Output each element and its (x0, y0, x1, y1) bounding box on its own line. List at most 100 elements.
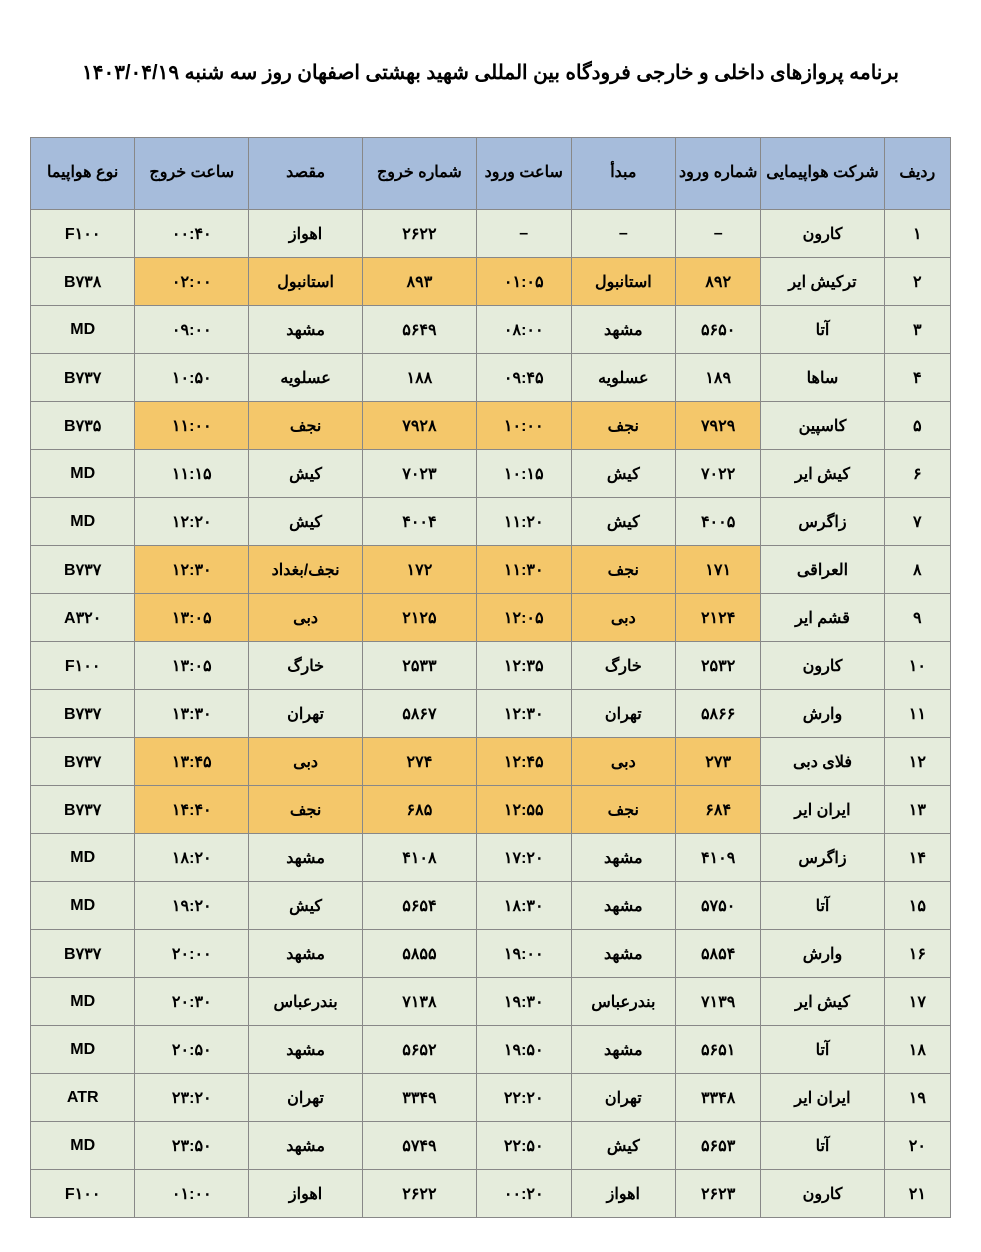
cell-arrival-time: ۱۲:۳۰ (476, 690, 571, 738)
cell-arrival-time: ۱۹:۰۰ (476, 930, 571, 978)
flight-schedule-table: ردیف شرکت هواپیمایی شماره ورود مبدأ ساعت… (30, 137, 951, 1218)
table-row: ۱کارون–––۲۶۲۲اهواز۰۰:۴۰F۱۰۰ (31, 210, 951, 258)
cell-origin: استانبول (571, 258, 675, 306)
cell-departure-number: ۱۸۸ (363, 354, 477, 402)
cell-departure-time: ۱۸:۲۰ (135, 834, 249, 882)
cell-destination: تهران (249, 690, 363, 738)
cell-origin: نجف (571, 786, 675, 834)
th-origin: مبدأ (571, 138, 675, 210)
cell-row-number: ۱۳ (884, 786, 950, 834)
cell-aircraft: ATR (31, 1074, 135, 1122)
cell-airline: ایران ایر (761, 786, 884, 834)
cell-departure-time: ۲۰:۰۰ (135, 930, 249, 978)
cell-airline: قشم ایر (761, 594, 884, 642)
table-row: ۱۰کارون۲۵۳۲خارگ۱۲:۳۵۲۵۳۳خارگ۱۳:۰۵F۱۰۰ (31, 642, 951, 690)
cell-aircraft: F۱۰۰ (31, 642, 135, 690)
cell-aircraft: B۷۳۷ (31, 354, 135, 402)
cell-airline: آتا (761, 306, 884, 354)
cell-airline: آتا (761, 1122, 884, 1170)
cell-departure-time: ۱۱:۰۰ (135, 402, 249, 450)
cell-aircraft: MD (31, 1026, 135, 1074)
cell-departure-number: ۶۸۵ (363, 786, 477, 834)
cell-arrival-number: ۲۶۲۳ (675, 1170, 760, 1218)
cell-departure-time: ۱۲:۳۰ (135, 546, 249, 594)
cell-arrival-time: ۲۲:۵۰ (476, 1122, 571, 1170)
cell-departure-time: ۱۹:۲۰ (135, 882, 249, 930)
th-aircraft: نوع هواپیما (31, 138, 135, 210)
th-arrival-time: ساعت ورود (476, 138, 571, 210)
cell-arrival-time: – (476, 210, 571, 258)
cell-aircraft: B۷۳۵ (31, 402, 135, 450)
table-header-row: ردیف شرکت هواپیمایی شماره ورود مبدأ ساعت… (31, 138, 951, 210)
cell-arrival-time: ۱۹:۳۰ (476, 978, 571, 1026)
cell-destination: اهواز (249, 210, 363, 258)
cell-origin: مشهد (571, 834, 675, 882)
cell-destination: استانبول (249, 258, 363, 306)
cell-aircraft: MD (31, 1122, 135, 1170)
cell-arrival-time: ۱۰:۱۵ (476, 450, 571, 498)
cell-row-number: ۲۰ (884, 1122, 950, 1170)
cell-arrival-number: ۴۱۰۹ (675, 834, 760, 882)
cell-departure-number: ۵۶۴۹ (363, 306, 477, 354)
cell-arrival-time: ۰۹:۴۵ (476, 354, 571, 402)
cell-airline: کیش ایر (761, 978, 884, 1026)
table-row: ۲۱کارون۲۶۲۳اهواز۰۰:۲۰۲۶۲۲اهواز۰۱:۰۰F۱۰۰ (31, 1170, 951, 1218)
cell-aircraft: MD (31, 450, 135, 498)
cell-departure-number: ۷۹۲۸ (363, 402, 477, 450)
cell-airline: کارون (761, 642, 884, 690)
cell-aircraft: B۷۳۷ (31, 930, 135, 978)
cell-origin: نجف (571, 546, 675, 594)
cell-airline: زاگرس (761, 834, 884, 882)
table-row: ۳آتا۵۶۵۰مشهد۰۸:۰۰۵۶۴۹مشهد۰۹:۰۰MD (31, 306, 951, 354)
cell-departure-number: ۵۷۴۹ (363, 1122, 477, 1170)
table-row: ۱۳ایران ایر۶۸۴نجف۱۲:۵۵۶۸۵نجف۱۴:۴۰B۷۳۷ (31, 786, 951, 834)
cell-destination: نجف (249, 786, 363, 834)
th-row: ردیف (884, 138, 950, 210)
cell-aircraft: F۱۰۰ (31, 210, 135, 258)
cell-aircraft: MD (31, 978, 135, 1026)
table-body: ۱کارون–––۲۶۲۲اهواز۰۰:۴۰F۱۰۰۲ترکیش ایر۸۹۲… (31, 210, 951, 1218)
cell-row-number: ۱۵ (884, 882, 950, 930)
cell-aircraft: MD (31, 882, 135, 930)
cell-destination: کیش (249, 882, 363, 930)
th-departure-number: شماره خروج (363, 138, 477, 210)
cell-departure-number: ۱۷۲ (363, 546, 477, 594)
table-row: ۱۱وارش۵۸۶۶تهران۱۲:۳۰۵۸۶۷تهران۱۳:۳۰B۷۳۷ (31, 690, 951, 738)
th-destination: مقصد (249, 138, 363, 210)
cell-origin: مشهد (571, 1026, 675, 1074)
cell-destination: عسلویه (249, 354, 363, 402)
cell-departure-time: ۰۲:۰۰ (135, 258, 249, 306)
cell-arrival-number: ۲۵۳۲ (675, 642, 760, 690)
cell-destination: دبی (249, 594, 363, 642)
cell-origin: بندرعباس (571, 978, 675, 1026)
cell-airline: کاسپین (761, 402, 884, 450)
cell-origin: کیش (571, 498, 675, 546)
cell-origin: مشهد (571, 306, 675, 354)
cell-departure-time: ۱۳:۰۵ (135, 594, 249, 642)
cell-arrival-number: ۳۳۴۸ (675, 1074, 760, 1122)
table-row: ۱۴زاگرس۴۱۰۹مشهد۱۷:۲۰۴۱۰۸مشهد۱۸:۲۰MD (31, 834, 951, 882)
cell-aircraft: MD (31, 306, 135, 354)
cell-destination: کیش (249, 450, 363, 498)
cell-arrival-number: ۷۹۲۹ (675, 402, 760, 450)
cell-arrival-number: ۶۸۴ (675, 786, 760, 834)
cell-departure-time: ۰۹:۰۰ (135, 306, 249, 354)
table-row: ۱۶وارش۵۸۵۴مشهد۱۹:۰۰۵۸۵۵مشهد۲۰:۰۰B۷۳۷ (31, 930, 951, 978)
cell-aircraft: A۳۲۰ (31, 594, 135, 642)
cell-arrival-number: ۵۸۵۴ (675, 930, 760, 978)
cell-arrival-number: ۵۷۵۰ (675, 882, 760, 930)
cell-departure-time: ۱۳:۴۵ (135, 738, 249, 786)
cell-departure-number: ۷۱۳۸ (363, 978, 477, 1026)
cell-departure-time: ۱۰:۵۰ (135, 354, 249, 402)
cell-departure-time: ۱۲:۲۰ (135, 498, 249, 546)
cell-arrival-number: ۸۹۲ (675, 258, 760, 306)
table-row: ۱۵آتا۵۷۵۰مشهد۱۸:۳۰۵۶۵۴کیش۱۹:۲۰MD (31, 882, 951, 930)
cell-arrival-time: ۲۲:۲۰ (476, 1074, 571, 1122)
table-row: ۱۹ایران ایر۳۳۴۸تهران۲۲:۲۰۳۳۴۹تهران۲۳:۲۰A… (31, 1074, 951, 1122)
cell-departure-time: ۲۰:۵۰ (135, 1026, 249, 1074)
th-arrival-number: شماره ورود (675, 138, 760, 210)
cell-origin: عسلویه (571, 354, 675, 402)
cell-arrival-time: ۱۹:۵۰ (476, 1026, 571, 1074)
cell-departure-number: ۴۰۰۴ (363, 498, 477, 546)
cell-airline: وارش (761, 690, 884, 738)
